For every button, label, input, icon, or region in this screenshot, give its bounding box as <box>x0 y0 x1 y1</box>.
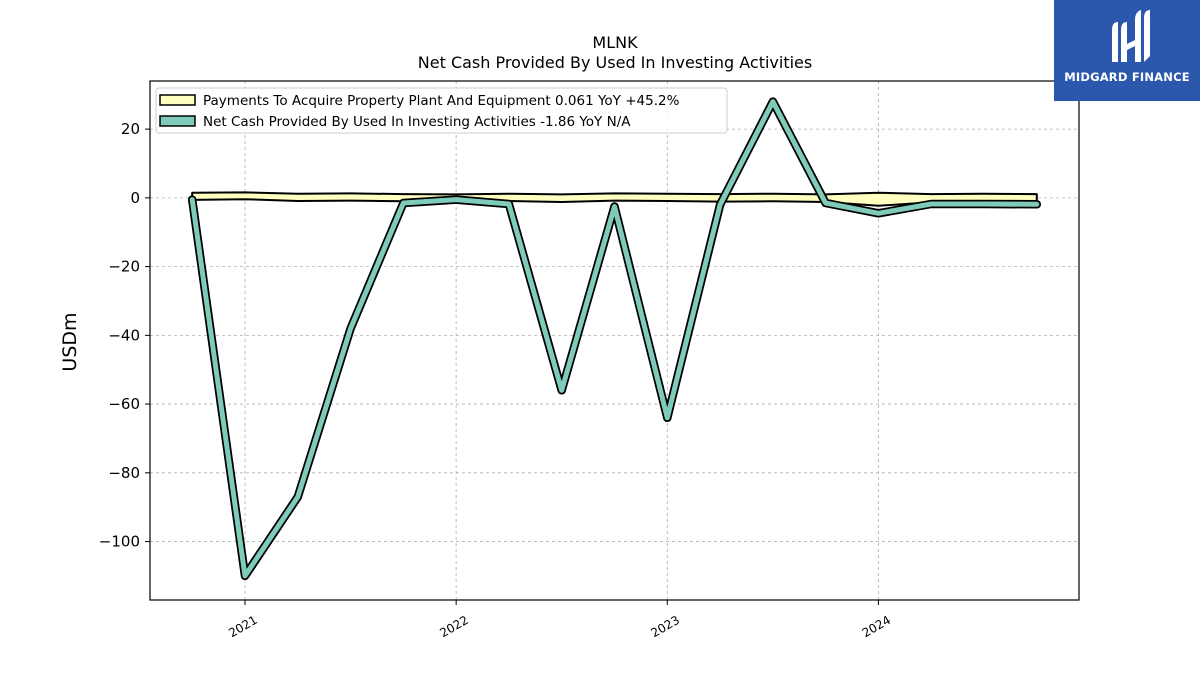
y-tick-label: 20 <box>121 120 140 138</box>
y-tick-label: −60 <box>108 395 140 413</box>
series-line-net-investing <box>189 99 1040 579</box>
legend-box <box>155 87 728 134</box>
chart-subtitle: Net Cash Provided By Used In Investing A… <box>418 53 812 72</box>
y-tick-label: −100 <box>99 533 140 551</box>
legend-swatch <box>159 115 196 127</box>
logo-mark-icon <box>1112 10 1150 62</box>
legend-swatch <box>159 94 196 106</box>
logo-text: MIDGARD FINANCE <box>1064 70 1190 84</box>
series-line-outline <box>187 97 1042 581</box>
y-tick-label: 0 <box>130 189 140 207</box>
y-axis-label: USDm <box>59 312 81 371</box>
plot-frame <box>149 80 1080 601</box>
brand-logo: MIDGARD FINANCE <box>1054 0 1200 101</box>
legend-label: Payments To Acquire Property Plant And E… <box>203 93 680 109</box>
x-tick-label: 2023 <box>649 613 682 640</box>
y-tick-label: −40 <box>108 326 140 344</box>
x-tick-label: 2021 <box>226 613 259 640</box>
y-tick-label: −20 <box>108 258 140 276</box>
legend-label: Net Cash Provided By Used In Investing A… <box>203 114 631 130</box>
x-tick-label: 2024 <box>860 613 893 640</box>
legend: Payments To Acquire Property Plant And E… <box>155 87 728 134</box>
chart-title: MLNK <box>592 33 638 52</box>
x-tick-label: 2022 <box>437 613 470 640</box>
y-tick-label: −80 <box>108 464 140 482</box>
